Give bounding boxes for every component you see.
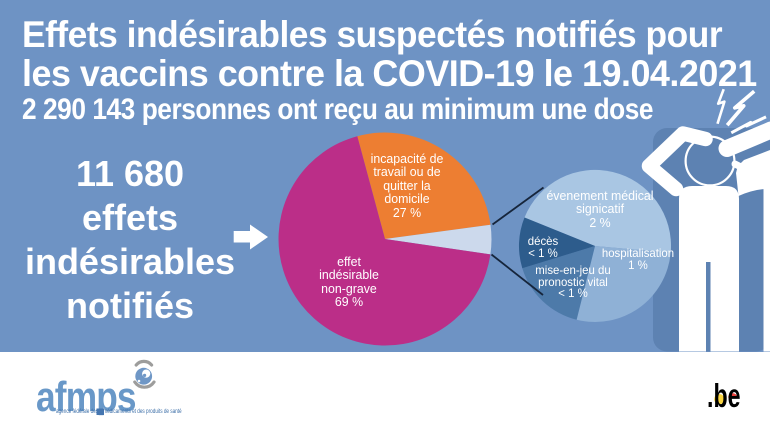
svg-text:.be: .be bbox=[707, 377, 741, 414]
